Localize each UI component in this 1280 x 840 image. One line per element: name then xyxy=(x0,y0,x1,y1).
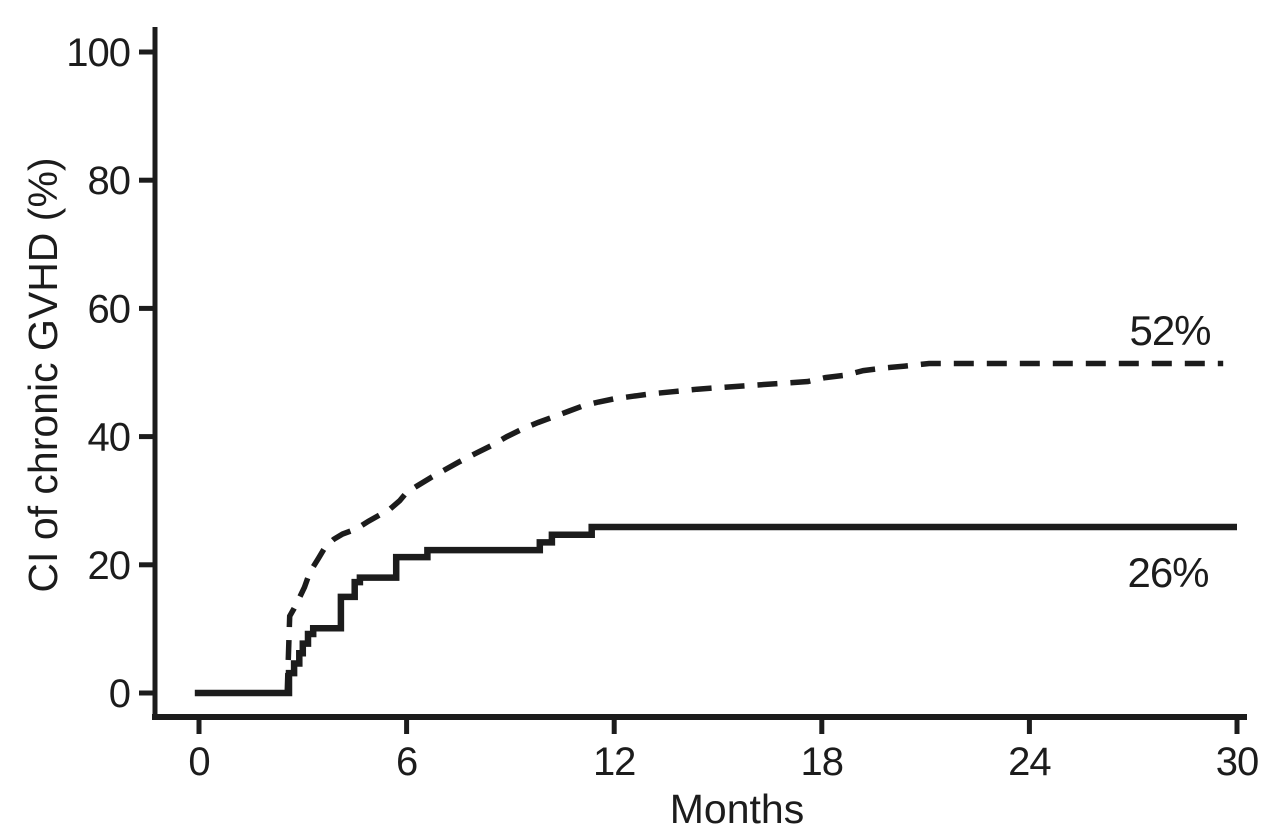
y-tick-label: 40 xyxy=(88,416,131,460)
upper-cumulative-incidence-curve-path xyxy=(284,360,1224,694)
x-tick-label: 12 xyxy=(593,740,636,784)
x-tick-label: 18 xyxy=(801,740,844,784)
series-layer xyxy=(194,360,1237,697)
x-axis-title: Months xyxy=(670,786,804,832)
x-tick-label: 6 xyxy=(396,740,417,784)
y-tick-label: 80 xyxy=(88,159,131,203)
y-tick-label: 100 xyxy=(66,31,130,75)
y-tick-label: 20 xyxy=(88,544,131,588)
lower-cumulative-incidence-curve-path xyxy=(194,523,1237,697)
y-tick-label: 60 xyxy=(88,287,131,331)
lower-curve-value-annotation: 26% xyxy=(1127,549,1208,596)
x-tick-label: 30 xyxy=(1216,740,1259,784)
x-tick-label: 0 xyxy=(188,740,209,784)
x-tick-label: 24 xyxy=(1008,740,1051,784)
upper-curve-value-annotation: 52% xyxy=(1129,307,1210,354)
y-tick-label: 0 xyxy=(109,672,130,716)
y-axis-title: CI of chronic GVHD (%) xyxy=(20,157,66,592)
axes-layer: 0 20 40 60 80 100 0 6 12 18 24 30 xyxy=(66,27,1259,784)
